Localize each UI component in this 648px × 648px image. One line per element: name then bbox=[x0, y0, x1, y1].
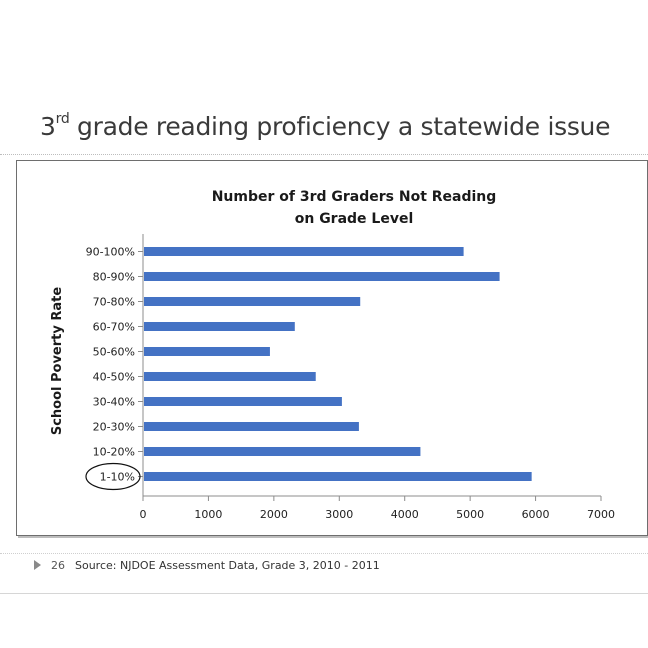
footer-divider bbox=[0, 553, 648, 554]
bar bbox=[144, 247, 464, 256]
y-tick-label: 50-60% bbox=[93, 346, 135, 359]
y-tick-label: 10-20% bbox=[93, 446, 135, 459]
x-tick-label: 6000 bbox=[522, 508, 550, 521]
bar bbox=[144, 422, 359, 431]
bar bbox=[144, 347, 270, 356]
bar bbox=[144, 397, 342, 406]
highlight-circle bbox=[85, 462, 141, 491]
x-tick-label: 0 bbox=[140, 508, 147, 521]
chart-title-line1: Number of 3rd Graders Not Reading bbox=[212, 189, 497, 205]
y-tick-label: 1-10% bbox=[100, 471, 135, 484]
x-tick-label: 5000 bbox=[456, 508, 484, 521]
y-tick-label: 20-30% bbox=[93, 421, 135, 434]
bar-chart: Number of 3rd Graders Not Reading on Gra… bbox=[50, 189, 615, 521]
title-divider bbox=[0, 154, 648, 155]
bar bbox=[144, 372, 316, 381]
y-tick-label: 90-100% bbox=[86, 246, 135, 259]
chart-title-line2: on Grade Level bbox=[295, 211, 414, 227]
x-tick-label: 4000 bbox=[391, 508, 419, 521]
bar bbox=[144, 447, 421, 456]
bar bbox=[144, 272, 500, 281]
slide-footer: 26 Source: NJDOE Assessment Data, Grade 3… bbox=[34, 559, 380, 572]
page-number: 26 bbox=[51, 559, 65, 572]
x-tick-label: 2000 bbox=[260, 508, 288, 521]
source-note: Source: NJDOE Assessment Data, Grade 3, … bbox=[75, 559, 380, 572]
y-tick-label: 40-50% bbox=[93, 371, 135, 384]
y-tick-label: 30-40% bbox=[93, 396, 135, 409]
x-tick-label: 1000 bbox=[194, 508, 222, 521]
y-tick-label: 80-90% bbox=[93, 271, 135, 284]
y-axis-label: School Poverty Rate bbox=[50, 287, 65, 436]
bottom-divider bbox=[0, 593, 648, 594]
bar bbox=[144, 297, 361, 306]
bar bbox=[144, 322, 295, 331]
play-arrow-icon bbox=[34, 560, 41, 570]
x-tick-label: 3000 bbox=[325, 508, 353, 521]
y-tick-label: 70-80% bbox=[93, 296, 135, 309]
x-tick-label: 7000 bbox=[587, 508, 615, 521]
y-tick-label: 60-70% bbox=[93, 321, 135, 334]
chart-frame: Number of 3rd Graders Not Reading on Gra… bbox=[16, 160, 648, 536]
bar bbox=[144, 472, 532, 481]
slide-title: 3rd grade reading proficiency a statewid… bbox=[40, 110, 611, 141]
